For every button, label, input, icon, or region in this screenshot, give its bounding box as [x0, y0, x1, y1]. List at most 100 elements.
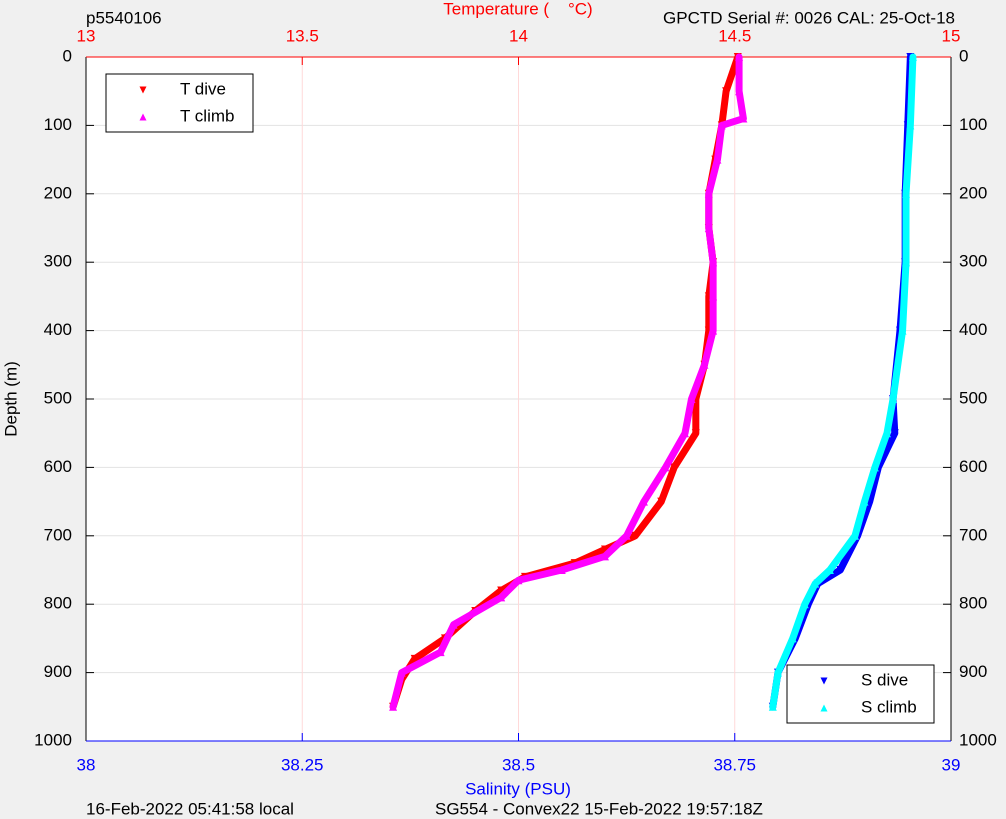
point	[889, 395, 898, 403]
y-tick-label: 400	[44, 320, 72, 339]
point	[902, 189, 911, 198]
point	[691, 429, 700, 438]
point	[622, 531, 631, 540]
legend-marker	[820, 677, 828, 685]
profile-line	[769, 53, 917, 711]
x-tick-label: 39	[942, 755, 961, 774]
point	[687, 395, 696, 403]
y-tick-label-right: 400	[959, 320, 987, 339]
point	[836, 566, 845, 574]
point	[768, 702, 777, 711]
x2-tick-label: 13.5	[286, 26, 319, 45]
y-tick-label-right: 500	[959, 388, 987, 407]
point	[397, 668, 406, 677]
point	[631, 531, 640, 540]
x-tick-label: 38	[77, 755, 96, 774]
point	[788, 634, 797, 643]
point	[735, 53, 744, 61]
point	[700, 360, 709, 369]
point	[800, 600, 809, 609]
y-axis-label: Depth (m)	[1, 361, 20, 437]
legend-marker	[139, 86, 147, 94]
chart-subtitle: GPCTD Serial #: 0026 CAL: 25-Oct-18	[663, 8, 955, 27]
point	[704, 189, 713, 198]
point	[681, 429, 690, 438]
legend-label: T climb	[180, 106, 234, 125]
x2-axis-label: Temperature ( °C)	[443, 0, 592, 18]
x2-tick-label: 15	[942, 26, 961, 45]
x-tick-label: 38.25	[281, 755, 324, 774]
y-tick-label-right: 800	[959, 594, 987, 613]
x-axis-label: Salinity (PSU)	[465, 779, 571, 798]
point	[735, 87, 744, 96]
y-tick-label: 0	[63, 46, 72, 65]
point	[898, 326, 907, 335]
point	[704, 224, 713, 232]
point	[811, 579, 820, 588]
y-tick-label: 900	[44, 662, 72, 681]
point	[497, 593, 506, 602]
point	[601, 552, 609, 561]
legend-label: S climb	[861, 697, 917, 716]
point	[870, 463, 879, 472]
point	[717, 121, 726, 130]
y-tick-label-right: 1000	[959, 730, 997, 749]
point	[860, 497, 869, 506]
point	[709, 326, 718, 335]
y-tick-label-right: 0	[959, 46, 968, 65]
point	[722, 87, 731, 96]
y-tick-label: 800	[44, 594, 72, 613]
y-tick-label-right: 900	[959, 662, 987, 681]
chart-title: p5540106	[86, 8, 162, 27]
y-tick-label: 100	[44, 115, 72, 134]
point	[850, 531, 859, 540]
point	[661, 463, 670, 472]
point	[902, 258, 911, 267]
y-tick-label-right: 200	[959, 183, 987, 202]
point	[882, 429, 891, 438]
point	[739, 114, 748, 123]
point	[908, 53, 917, 61]
footer-right: SG554 - Convex22 15-Feb-2022 19:57:18Z	[435, 799, 763, 818]
point	[410, 654, 419, 663]
point	[890, 429, 899, 438]
legend-label: S dive	[861, 670, 908, 689]
y-tick-label-right: 100	[959, 115, 987, 134]
y-tick-label: 700	[44, 525, 72, 544]
y-tick-label: 500	[44, 388, 72, 407]
point	[713, 155, 722, 164]
point	[825, 566, 834, 574]
y-tick-label: 300	[44, 252, 72, 271]
legend-box	[786, 664, 935, 724]
point	[774, 668, 782, 677]
y-tick-label: 600	[44, 457, 72, 476]
y-tick-label-right: 600	[959, 457, 987, 476]
y-tick-label-right: 300	[959, 252, 987, 271]
point	[709, 292, 718, 301]
y-tick-label: 200	[44, 183, 72, 202]
point	[709, 258, 718, 267]
profile-line	[389, 53, 747, 711]
y-tick-label: 1000	[34, 730, 72, 749]
point	[657, 497, 666, 506]
x-tick-label: 38.75	[713, 755, 756, 774]
footer-left: 16-Feb-2022 05:41:58 local	[86, 799, 294, 818]
point	[449, 620, 458, 629]
point	[436, 648, 445, 657]
y-tick-label-right: 700	[959, 525, 987, 544]
point	[670, 463, 679, 472]
legend-label: T dive	[180, 79, 226, 98]
point	[497, 586, 506, 595]
point	[601, 545, 609, 554]
point	[639, 497, 648, 506]
x2-tick-label: 14.5	[718, 26, 751, 45]
point	[906, 121, 915, 130]
x-tick-label: 38.5	[502, 755, 535, 774]
x2-tick-label: 14	[509, 26, 528, 45]
point	[389, 702, 398, 711]
x2-tick-label: 13	[77, 26, 96, 45]
point	[557, 566, 566, 574]
legend-marker	[139, 113, 147, 121]
